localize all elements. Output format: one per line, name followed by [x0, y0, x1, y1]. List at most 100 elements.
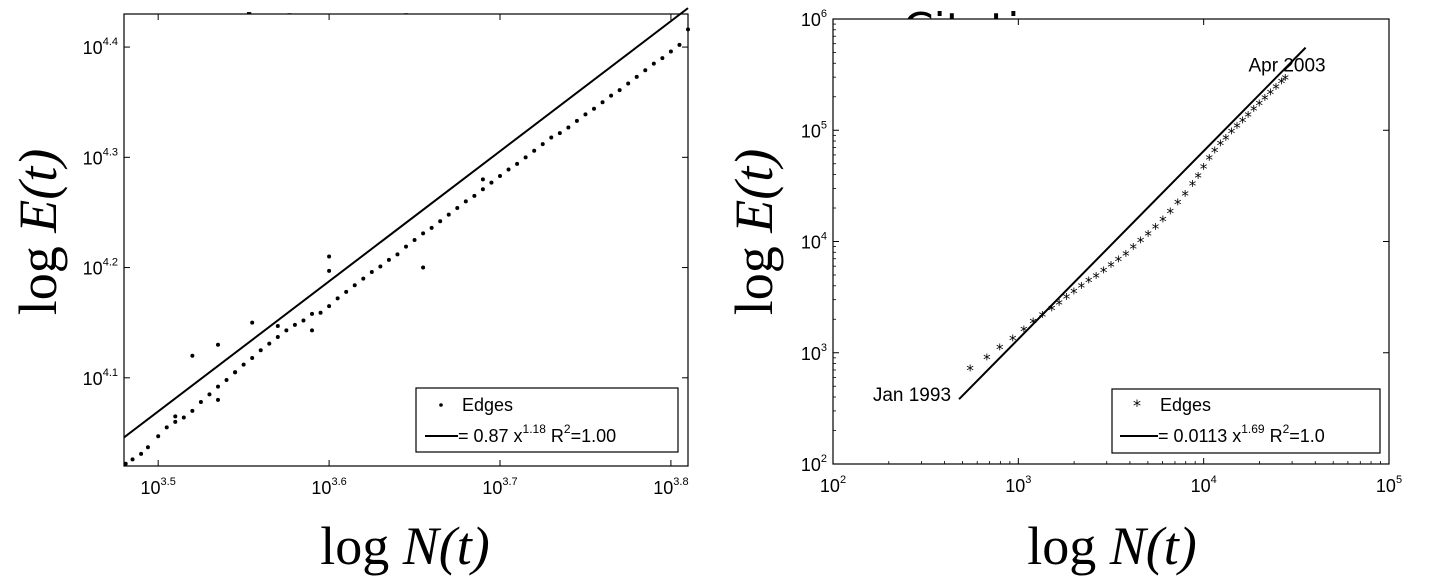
- internet-data-point: [515, 161, 520, 166]
- internet-xlabel-prefix: log: [320, 516, 403, 576]
- internet-x-tick-label: 103.5: [141, 476, 176, 498]
- internet-y-tick-exp: 4.4: [103, 36, 118, 48]
- internet-fit-r: R: [546, 426, 564, 446]
- internet-x-tick-label: 103.7: [482, 476, 517, 498]
- internet-data-point: [250, 355, 255, 360]
- citations-y-tick-exp: 4: [821, 231, 827, 243]
- citations-x-axis-label: log N(t): [1027, 516, 1197, 576]
- citations-data-point: *: [1078, 279, 1086, 297]
- internet-data-point: [207, 392, 212, 397]
- citations-fit-exp: 1.69: [1241, 422, 1265, 436]
- citations-fit-r2sup: 2: [1283, 422, 1290, 436]
- internet-data-point: [421, 231, 426, 236]
- internet-y-tick-label: 104.1: [83, 367, 118, 389]
- internet-data-point: [216, 384, 220, 389]
- internet-x-tick-exp: 3.5: [161, 476, 176, 488]
- internet-data-point: [686, 27, 690, 32]
- internet-y-tick-exp: 4.3: [103, 146, 118, 158]
- citations-annotation-start: Jan 1993: [873, 385, 951, 406]
- internet-x-tick-label: 103.6: [311, 476, 346, 498]
- internet-x-tick-exp: 3.6: [331, 476, 346, 488]
- internet-data-point: [216, 342, 220, 347]
- internet-data-point: [626, 81, 631, 86]
- citations-data-point: *: [1205, 151, 1213, 169]
- internet-x-tick-exp: 3.8: [673, 476, 688, 488]
- citations-y-tick-base: 10: [801, 344, 821, 364]
- citations-x-tick-exp: 4: [1211, 474, 1217, 486]
- internet-data-point: [506, 167, 511, 172]
- internet-data-point: [438, 219, 443, 224]
- citations-data-point: *: [1159, 212, 1167, 230]
- internet-data-point: [198, 400, 203, 405]
- citations-data-point: *: [1250, 102, 1258, 120]
- internet-data-point: [241, 362, 246, 367]
- internet-data-point: [404, 244, 408, 249]
- internet-data-point: [540, 142, 545, 147]
- citations-data-point: *: [1278, 74, 1286, 92]
- internet-data-point: [668, 49, 673, 54]
- citations-data-point: *: [1267, 86, 1275, 104]
- internet-y-tick-base: 10: [83, 259, 103, 279]
- internet-data-point: [190, 353, 195, 358]
- internet-data-point: [258, 348, 263, 353]
- internet-y-tick-base: 10: [83, 148, 103, 168]
- citations-y-tick-label: 103: [801, 342, 827, 364]
- internet-data-point: [233, 370, 238, 375]
- citations-data-point: *: [1194, 169, 1202, 187]
- internet-data-point: [557, 131, 562, 136]
- citations-y-tick-exp: 6: [821, 8, 827, 20]
- citations-y-tick-label: 105: [801, 119, 827, 141]
- citations-y-tick-base: 10: [801, 455, 821, 475]
- internet-data-point: [156, 434, 161, 439]
- citations-data-point: *: [1244, 108, 1252, 126]
- internet-data-point: [310, 311, 314, 316]
- citations-data-point: *: [1144, 227, 1152, 245]
- citations-ylabel-prefix: log: [724, 233, 784, 316]
- citations-data-point: *: [1009, 331, 1017, 349]
- internet-data-point: [344, 289, 349, 294]
- citations-x-tick-label: 103: [1005, 474, 1031, 496]
- citations-data-point: *: [1211, 143, 1219, 161]
- internet-xlabel-var: N(t): [402, 516, 490, 576]
- internet-data-point: [677, 42, 682, 47]
- citations-y-tick-base: 10: [801, 121, 821, 141]
- internet-data-point: [643, 68, 648, 73]
- internet-legend-marker: [439, 403, 443, 407]
- internet-data-point: [181, 415, 186, 420]
- internet-data-point: [327, 304, 332, 309]
- citations-data-point: *: [1115, 252, 1123, 270]
- internet-data-point: [275, 323, 280, 328]
- internet-data-point: [361, 276, 366, 281]
- internet-legend-box: [415, 387, 679, 453]
- citations-legend-marker: *: [1133, 396, 1141, 415]
- internet-legend-fit-label: = 0.87 x1.18 R2=1.00: [458, 422, 616, 446]
- internet-data-point: [190, 408, 195, 413]
- internet-data-point: [574, 118, 579, 123]
- internet-x-tick-base: 10: [482, 478, 502, 498]
- internet-y-tick-label: 104.4: [83, 36, 118, 58]
- internet-y-tick-base: 10: [83, 369, 103, 389]
- internet-ylabel-var: E(t): [8, 149, 68, 234]
- internet-chart: Internet 103.5103.6103.7103.8104.1104.21…: [8, 4, 690, 576]
- citations-fit-line: [958, 46, 1307, 400]
- citations-data-point: *: [983, 350, 991, 368]
- citations-y-tick-label: 106: [801, 8, 827, 30]
- citations-y-tick-label: 104: [801, 231, 827, 253]
- citations-xlabel-prefix: log: [1027, 516, 1110, 576]
- internet-data-point: [123, 461, 128, 466]
- citations-data-point: *: [1181, 187, 1189, 205]
- internet-data-point: [472, 193, 477, 198]
- internet-data-point: [592, 106, 596, 111]
- citations-data-point: *: [1189, 177, 1197, 195]
- citations-data-point: *: [1261, 91, 1269, 109]
- internet-data-point: [549, 135, 554, 140]
- internet-data-point: [660, 56, 665, 61]
- internet-data-point: [412, 238, 417, 242]
- citations-x-tick-label: 105: [1376, 474, 1402, 496]
- citations-x-tick-base: 10: [820, 476, 840, 496]
- internet-data-point: [583, 112, 588, 117]
- citations-legend-fit-label: = 0.0113 x1.69 R2=1.0: [1158, 422, 1325, 446]
- internet-y-tick-base: 10: [83, 38, 103, 58]
